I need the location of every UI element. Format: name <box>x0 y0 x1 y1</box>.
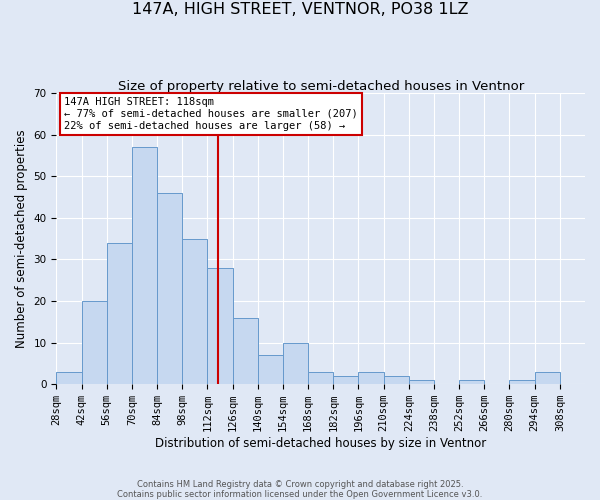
Bar <box>308 372 333 384</box>
Bar <box>132 147 157 384</box>
Bar <box>157 193 182 384</box>
Bar <box>333 376 358 384</box>
Bar <box>409 380 434 384</box>
Bar <box>535 372 560 384</box>
Bar <box>56 372 82 384</box>
Bar <box>82 301 107 384</box>
Bar <box>258 355 283 384</box>
Text: 147A HIGH STREET: 118sqm
← 77% of semi-detached houses are smaller (207)
22% of : 147A HIGH STREET: 118sqm ← 77% of semi-d… <box>64 98 358 130</box>
Bar <box>383 376 409 384</box>
Bar <box>107 243 132 384</box>
Bar <box>283 342 308 384</box>
Y-axis label: Number of semi-detached properties: Number of semi-detached properties <box>15 130 28 348</box>
Bar <box>233 318 258 384</box>
Bar <box>459 380 484 384</box>
Bar <box>509 380 535 384</box>
Bar <box>358 372 383 384</box>
Text: Contains HM Land Registry data © Crown copyright and database right 2025.
Contai: Contains HM Land Registry data © Crown c… <box>118 480 482 499</box>
Bar <box>182 238 208 384</box>
Text: 147A, HIGH STREET, VENTNOR, PO38 1LZ: 147A, HIGH STREET, VENTNOR, PO38 1LZ <box>132 2 468 18</box>
Bar <box>208 268 233 384</box>
X-axis label: Distribution of semi-detached houses by size in Ventnor: Distribution of semi-detached houses by … <box>155 437 487 450</box>
Title: Size of property relative to semi-detached houses in Ventnor: Size of property relative to semi-detach… <box>118 80 524 93</box>
